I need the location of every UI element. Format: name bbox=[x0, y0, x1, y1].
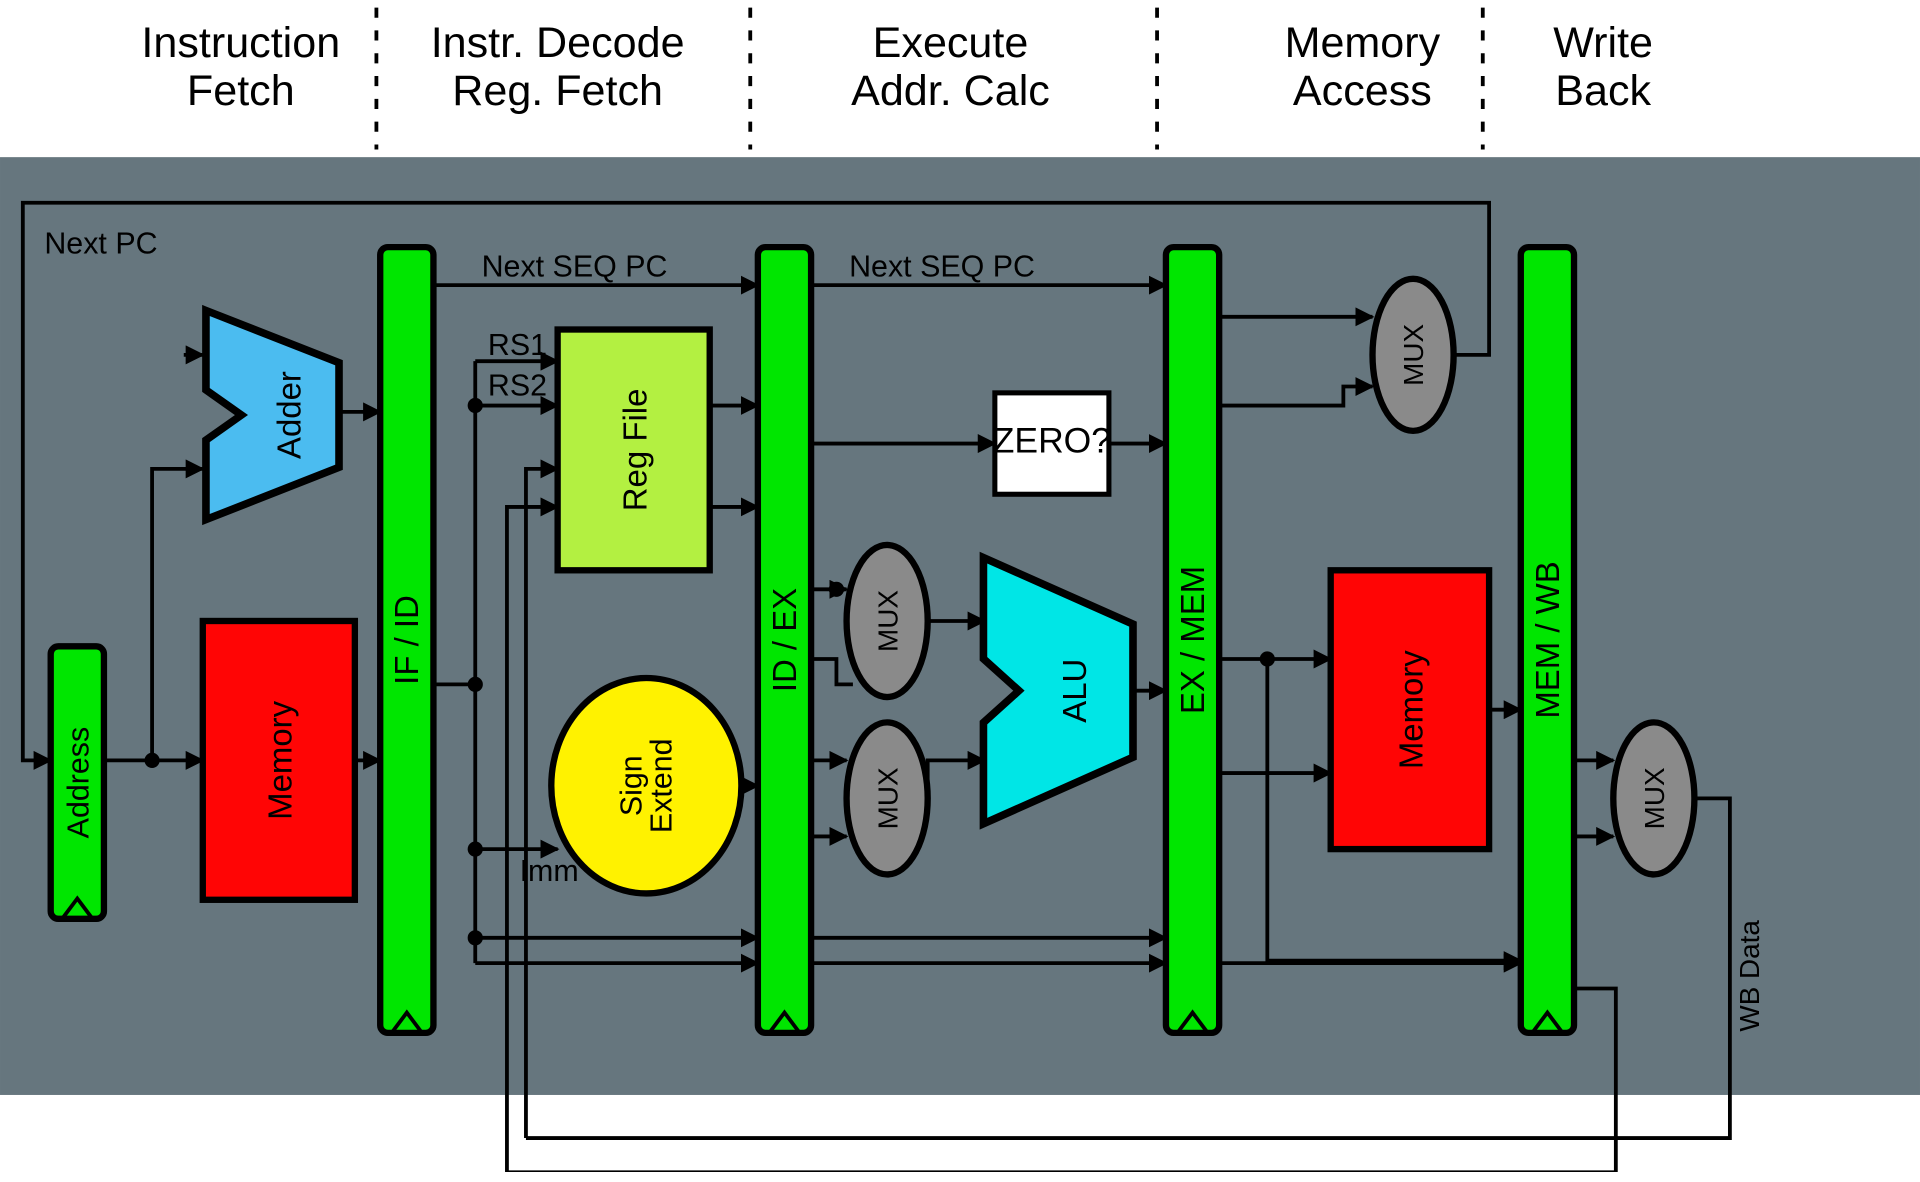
svg-text:MUX: MUX bbox=[1398, 324, 1429, 386]
pipeline-diagram: Address Memory Adder IF / ID Reg File SignExt… bbox=[0, 0, 1920, 1172]
svg-text:ZERO?: ZERO? bbox=[993, 420, 1111, 460]
svg-text:Reg File: Reg File bbox=[616, 389, 653, 512]
svg-text:ID / EX: ID / EX bbox=[766, 588, 803, 692]
label-rs1: RS1 bbox=[488, 328, 547, 362]
label-imm: Imm bbox=[520, 854, 579, 888]
svg-text:MUX: MUX bbox=[872, 767, 903, 829]
svg-text:WB Data: WB Data bbox=[1734, 920, 1765, 1032]
stage-title: Instr. Decode bbox=[431, 19, 685, 67]
svg-text:Sign: Sign bbox=[614, 755, 648, 816]
stage-title: Addr. Calc bbox=[851, 67, 1050, 115]
label-next-seq-pc: Next SEQ PC bbox=[482, 249, 668, 283]
svg-text:Extend: Extend bbox=[645, 738, 679, 833]
stage-title: Execute bbox=[873, 19, 1029, 67]
label-next-seq-pc: Next SEQ PC bbox=[849, 249, 1035, 283]
svg-text:IF / ID: IF / ID bbox=[388, 595, 425, 685]
svg-text:MUX: MUX bbox=[872, 590, 903, 652]
svg-text:Memory: Memory bbox=[1393, 650, 1430, 769]
svg-text:Memory: Memory bbox=[261, 700, 298, 819]
stage-title: Memory bbox=[1285, 19, 1441, 67]
label-next-pc: Next PC bbox=[44, 226, 157, 260]
stage-title: Back bbox=[1555, 67, 1651, 115]
svg-text:Adder: Adder bbox=[270, 371, 307, 459]
svg-text:EX / MEM: EX / MEM bbox=[1174, 566, 1211, 714]
label-rs2: RS2 bbox=[488, 368, 547, 402]
svg-text:MEM / WB: MEM / WB bbox=[1529, 561, 1566, 718]
stage-title: Fetch bbox=[187, 67, 295, 115]
svg-text:ALU: ALU bbox=[1056, 659, 1093, 723]
svg-text:Address: Address bbox=[62, 727, 96, 839]
stage-title: Reg. Fetch bbox=[452, 67, 663, 115]
svg-text:MUX: MUX bbox=[1639, 767, 1670, 829]
stage-title: Write bbox=[1553, 19, 1653, 67]
stage-title: Access bbox=[1293, 67, 1432, 115]
stage-title: Instruction bbox=[141, 19, 340, 67]
